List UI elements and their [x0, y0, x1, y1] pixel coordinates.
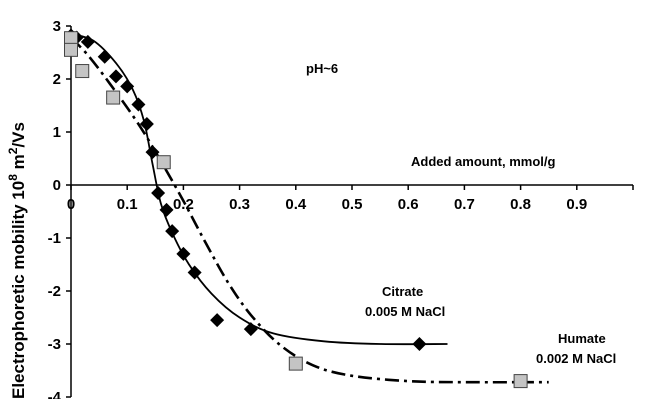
y-axis-label-main: Electrophoretic mobility 10 [9, 181, 28, 399]
y-axis-label-exponent: 8 [6, 174, 20, 181]
data-markers [64, 28, 528, 389]
citrate-data-point [80, 34, 95, 49]
humate-data-point [513, 374, 528, 389]
citrate-data-point [145, 145, 160, 160]
humate-data-point [106, 90, 121, 105]
citrate-data-point [151, 185, 166, 200]
y-axis-label-tail: /Vs [9, 122, 28, 148]
humate-data-point [64, 31, 78, 46]
citrate-data-point [210, 313, 225, 328]
x-tick-label: 0.3 [229, 196, 250, 213]
citrate-data-point [412, 337, 427, 351]
citrate-data-point [187, 265, 202, 280]
citrate-data-point [159, 202, 174, 217]
x-tick-label: 0 [67, 196, 75, 213]
x-tick-label: 0.1 [117, 196, 138, 213]
y-tick-label: -1 [48, 230, 61, 247]
x-tick-label: 0.6 [398, 196, 419, 213]
citrate-salt-label: 0.005 M NaCl [365, 304, 445, 319]
citrate-data-point [139, 117, 154, 132]
citrate-label: Citrate [382, 284, 423, 299]
humate-salt-label: 0.002 M NaCl [536, 351, 616, 366]
x-tick-label: 0.4 [285, 196, 307, 213]
citrate-data-point [97, 49, 112, 64]
y-tick-label: 1 [53, 124, 61, 141]
y-axis-label-unit-exponent: 2 [6, 147, 20, 154]
citrate-data-point [165, 224, 180, 239]
y-tick-label: -4 [48, 389, 62, 399]
y-tick-label: 0 [53, 177, 61, 194]
humate-label: Humate [558, 331, 606, 346]
y-tick-label: -2 [48, 283, 61, 300]
citrate-data-point [243, 322, 258, 337]
humate-fit-line [70, 36, 549, 384]
humate-data-point [75, 64, 90, 79]
citrate-data-point [176, 246, 191, 261]
y-axis-label: Electrophoretic mobility 108 m2/Vs [6, 122, 28, 399]
citrate-data-point [120, 79, 135, 94]
x-axis-label: Added amount, mmol/g [411, 154, 556, 169]
ph-annotation: pH~6 [306, 61, 338, 76]
humate-data-point [64, 42, 78, 57]
x-tick-label: 0.9 [566, 196, 587, 213]
citrate-data-point [108, 69, 123, 84]
humate-data-point [288, 356, 303, 371]
x-tick-label: 0.8 [510, 196, 531, 213]
y-axis-label-unit: m [9, 154, 28, 174]
x-tick-label: 0.7 [454, 196, 475, 213]
y-tick-label: 2 [53, 71, 61, 88]
humate-data-point [156, 155, 171, 170]
fit-lines [70, 33, 549, 384]
citrate-data-point [131, 97, 146, 112]
y-tick-label: -3 [48, 336, 61, 353]
y-tick-label: 3 [53, 18, 61, 35]
x-tick-label: 0.5 [342, 196, 363, 213]
